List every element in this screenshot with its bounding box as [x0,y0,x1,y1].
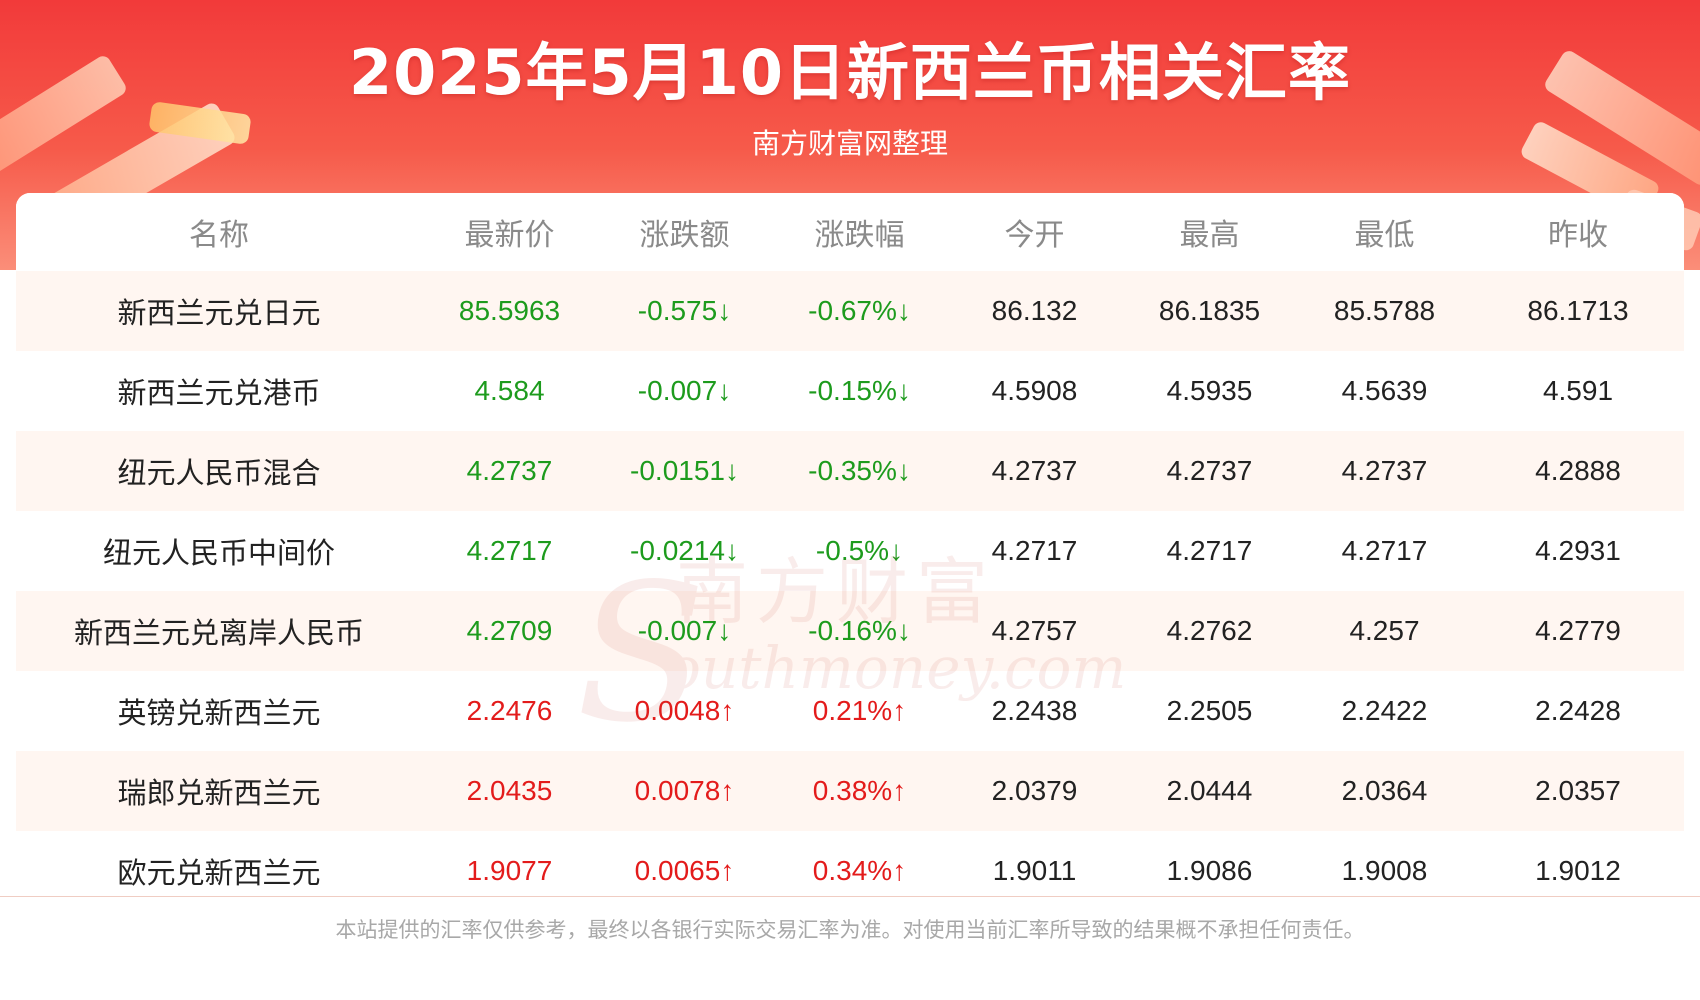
cell-high: 4.2737 [1122,431,1297,511]
cell-change: -0.007↓ [597,351,772,431]
cell-low: 85.5788 [1297,271,1472,351]
cell-prev: 4.591 [1472,351,1684,431]
cell-open: 86.132 [947,271,1122,351]
column-header-name: 名称 [16,193,422,271]
cell-name: 纽元人民币中间价 [16,511,422,591]
column-header-latest: 最新价 [422,193,597,271]
cell-low: 2.0364 [1297,751,1472,831]
cell-high: 2.2505 [1122,671,1297,751]
cell-high: 2.0444 [1122,751,1297,831]
cell-name: 欧元兑新西兰元 [16,831,422,896]
table-row: 欧元兑新西兰元 1.9077 0.0065↑ 0.34%↑ 1.9011 1.9… [16,831,1684,896]
cell-pct: 0.21%↑ [772,671,947,751]
cell-open: 4.5908 [947,351,1122,431]
cell-latest: 1.9077 [422,831,597,896]
cell-name: 新西兰元兑港币 [16,351,422,431]
cell-prev: 1.9012 [1472,831,1684,896]
column-header-low: 最低 [1297,193,1472,271]
cell-pct: -0.67%↓ [772,271,947,351]
cell-pct: -0.16%↓ [772,591,947,671]
cell-high: 4.5935 [1122,351,1297,431]
table-row: 新西兰元兑港币 4.584 -0.007↓ -0.15%↓ 4.5908 4.5… [16,351,1684,431]
cell-open: 4.2717 [947,511,1122,591]
cell-latest: 85.5963 [422,271,597,351]
cell-prev: 4.2888 [1472,431,1684,511]
exchange-rate-table: 名称 最新价 涨跌额 涨跌幅 今开 最高 最低 昨收 新西兰元兑日元 85.59… [16,193,1684,896]
cell-pct: 0.34%↑ [772,831,947,896]
cell-prev: 86.1713 [1472,271,1684,351]
page-subtitle: 南方财富网整理 [751,127,948,160]
cell-change: 0.0078↑ [597,751,772,831]
table-row: 瑞郎兑新西兰元 2.0435 0.0078↑ 0.38%↑ 2.0379 2.0… [16,751,1684,831]
table-header-row: 名称 最新价 涨跌额 涨跌幅 今开 最高 最低 昨收 [16,193,1684,271]
cell-high: 1.9086 [1122,831,1297,896]
cell-latest: 2.2476 [422,671,597,751]
cell-name: 英镑兑新西兰元 [16,671,422,751]
cell-change: 0.0048↑ [597,671,772,751]
cell-low: 4.2717 [1297,511,1472,591]
footer-divider [0,896,1700,897]
cell-open: 2.0379 [947,751,1122,831]
cell-change: -0.007↓ [597,591,772,671]
cell-change: -0.0151↓ [597,431,772,511]
cell-pct: -0.15%↓ [772,351,947,431]
rates-card: 名称 最新价 涨跌额 涨跌幅 今开 最高 最低 昨收 新西兰元兑日元 85.59… [16,193,1684,896]
table-row: 纽元人民币中间价 4.2717 -0.0214↓ -0.5%↓ 4.2717 4… [16,511,1684,591]
column-header-open: 今开 [947,193,1122,271]
cell-low: 2.2422 [1297,671,1472,751]
cell-low: 4.5639 [1297,351,1472,431]
cell-name: 纽元人民币混合 [16,431,422,511]
column-header-change: 涨跌额 [597,193,772,271]
cell-pct: 0.38%↑ [772,751,947,831]
cell-prev: 2.0357 [1472,751,1684,831]
cell-name: 新西兰元兑离岸人民币 [16,591,422,671]
cell-change: -0.575↓ [597,271,772,351]
column-header-pct: 涨跌幅 [772,193,947,271]
cell-open: 4.2737 [947,431,1122,511]
cell-low: 1.9008 [1297,831,1472,896]
cell-open: 1.9011 [947,831,1122,896]
cell-low: 4.257 [1297,591,1472,671]
cell-high: 4.2762 [1122,591,1297,671]
cell-high: 86.1835 [1122,271,1297,351]
disclaimer-text: 本站提供的汇率仅供参考，最终以各银行实际交易汇率为准。对使用当前汇率所导致的结果… [335,918,1365,942]
cell-prev: 2.2428 [1472,671,1684,751]
cell-open: 2.2438 [947,671,1122,751]
cell-change: -0.0214↓ [597,511,772,591]
cell-prev: 4.2779 [1472,591,1684,671]
column-header-high: 最高 [1122,193,1297,271]
table-row: 新西兰元兑离岸人民币 4.2709 -0.007↓ -0.16%↓ 4.2757… [16,591,1684,671]
cell-name: 瑞郎兑新西兰元 [16,751,422,831]
cell-latest: 4.584 [422,351,597,431]
cell-high: 4.2717 [1122,511,1297,591]
column-header-prev: 昨收 [1472,193,1684,271]
table-row: 新西兰元兑日元 85.5963 -0.575↓ -0.67%↓ 86.132 8… [16,271,1684,351]
cell-latest: 2.0435 [422,751,597,831]
cell-pct: -0.5%↓ [772,511,947,591]
page-title: 2025年5月10日新西兰币相关汇率 [349,36,1351,109]
cell-latest: 4.2737 [422,431,597,511]
cell-low: 4.2737 [1297,431,1472,511]
table-row: 纽元人民币混合 4.2737 -0.0151↓ -0.35%↓ 4.2737 4… [16,431,1684,511]
table-row: 英镑兑新西兰元 2.2476 0.0048↑ 0.21%↑ 2.2438 2.2… [16,671,1684,751]
cell-change: 0.0065↑ [597,831,772,896]
cell-pct: -0.35%↓ [772,431,947,511]
cell-prev: 4.2931 [1472,511,1684,591]
cell-latest: 4.2709 [422,591,597,671]
cell-name: 新西兰元兑日元 [16,271,422,351]
cell-latest: 4.2717 [422,511,597,591]
cell-open: 4.2757 [947,591,1122,671]
